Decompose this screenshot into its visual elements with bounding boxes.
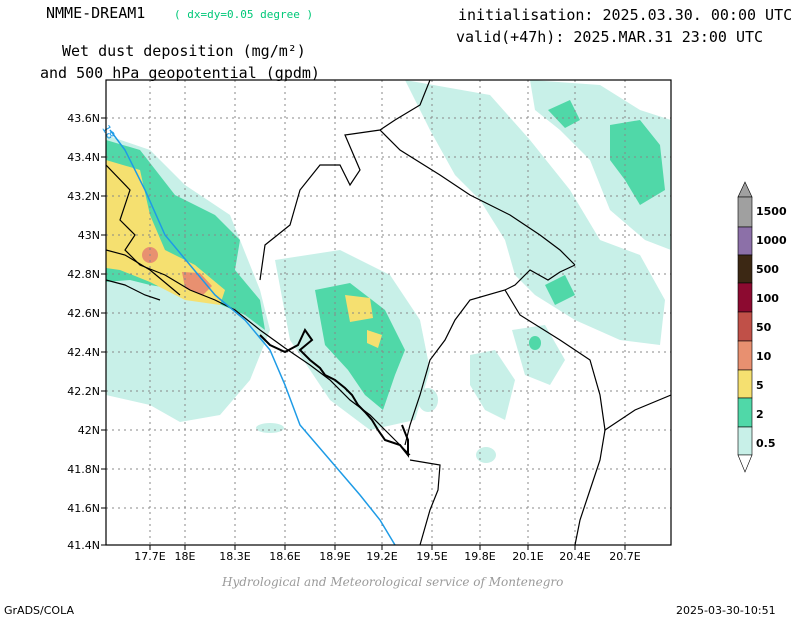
legend-label: 100: [756, 292, 779, 305]
lat-label: 42.2N: [67, 385, 100, 398]
software-label: GrADS/COLA: [4, 604, 74, 617]
country-borders: [106, 80, 671, 545]
lat-label: 42.8N: [67, 268, 100, 281]
lon-label: 17.7E: [134, 550, 165, 563]
lon-label: 18.3E: [219, 550, 250, 563]
legend-label: 500: [756, 263, 779, 276]
lat-label: 42.6N: [67, 307, 100, 320]
latitude-labels: 43.6N 43.4N 43.2N 43N 42.8N 42.6N 42.4N …: [67, 112, 100, 552]
lat-label: 42N: [78, 424, 100, 437]
legend-label: 10: [756, 350, 772, 363]
deposition-level-5: [106, 160, 382, 348]
axis-ticks: [101, 117, 626, 550]
legend-swatch-1500: [737, 196, 753, 228]
legend-swatch-5: [737, 369, 753, 399]
legend-swatch-0.5: [737, 426, 753, 456]
coastline: [259, 328, 409, 458]
legend-label: 50: [756, 321, 772, 334]
lon-label: 18.6E: [269, 550, 300, 563]
longitude-labels: 17.7E 18E 18.3E 18.6E 18.9E 19.2E 19.5E …: [134, 550, 640, 563]
title-line-1: Wet dust deposition (mg/m²): [62, 42, 306, 60]
graticule: [106, 80, 671, 545]
legend-label: 1500: [756, 205, 787, 218]
legend-swatch-100: [737, 282, 753, 313]
lat-label: 43.4N: [67, 151, 100, 164]
legend-label: 2: [756, 408, 764, 421]
valid-time: valid(+47h): 2025.MAR.31 23:00 UTC: [456, 28, 764, 46]
credit-line: Hydrological and Meteorological service …: [222, 575, 564, 589]
generation-timestamp: 2025-03-30-10:51: [676, 604, 776, 617]
lat-label: 41.6N: [67, 502, 100, 515]
lat-label: 43N: [78, 229, 100, 242]
legend-label: 0.5: [756, 437, 776, 450]
lon-label: 19.5E: [416, 550, 447, 563]
geopotential-contour: [109, 129, 396, 545]
lon-label: 18.9E: [319, 550, 350, 563]
legend-swatch-2: [737, 397, 753, 428]
model-resolution: ( dx=dy=0.05 degree ): [174, 8, 314, 21]
legend-swatch-500: [737, 254, 753, 284]
lat-label: 43.2N: [67, 190, 100, 203]
lon-label: 20.4E: [559, 550, 590, 563]
lon-label: 19.8E: [464, 550, 495, 563]
lon-label: 20.1E: [512, 550, 543, 563]
lon-label: 18E: [175, 550, 196, 563]
legend-cap-bottom: [737, 454, 753, 473]
legend-label: 5: [756, 379, 764, 392]
model-name: NMME-DREAM1: [46, 4, 146, 22]
dust-deposition-field: [106, 80, 671, 545]
legend-swatch-10: [737, 340, 753, 371]
lat-label: 41.8N: [67, 463, 100, 476]
legend-labels: 1500 1000 500 100 50 10 5 2 0.5: [756, 205, 787, 450]
legend-label: 1000: [756, 234, 787, 247]
lat-label: 43.6N: [67, 112, 100, 125]
title-line-2: and 500 hPa geopotential (gpdm): [40, 64, 320, 82]
lon-label: 19.2E: [366, 550, 397, 563]
lat-label: 41.4N: [67, 539, 100, 552]
legend-colorbar: [737, 181, 753, 473]
contour-label: 18: [99, 123, 117, 142]
legend-cap-top: [737, 181, 753, 198]
lat-label: 42.4N: [67, 346, 100, 359]
initialisation-time: initialisation: 2025.03.30. 00:00 UTC: [458, 6, 793, 24]
legend-swatch-50: [737, 311, 753, 342]
legend-swatch-1000: [737, 226, 753, 256]
lon-label: 20.7E: [609, 550, 640, 563]
